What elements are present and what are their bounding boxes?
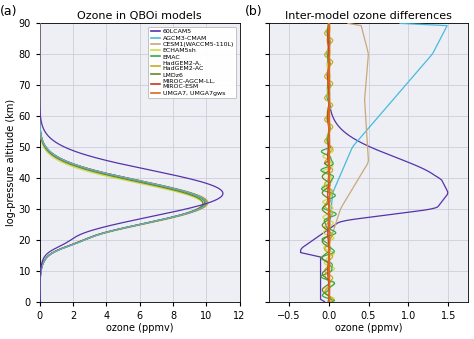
Y-axis label: log-pressure altitude (km): log-pressure altitude (km): [6, 99, 16, 226]
Legend: 60LCAM5, AGCM3-CMAM, CESM1(WACCM5-110L), ECHAM5sh, EMAC, HadGEM2-A,
HadGEM2-AC, : 60LCAM5, AGCM3-CMAM, CESM1(WACCM5-110L),…: [148, 26, 237, 98]
X-axis label: ozone (ppmv): ozone (ppmv): [106, 323, 173, 334]
Text: (a): (a): [0, 5, 17, 18]
Text: (b): (b): [245, 5, 262, 18]
Title: Ozone in QBOi models: Ozone in QBOi models: [77, 11, 202, 21]
Title: Inter-model ozone differences: Inter-model ozone differences: [285, 11, 452, 21]
X-axis label: ozone (ppmv): ozone (ppmv): [335, 323, 402, 334]
